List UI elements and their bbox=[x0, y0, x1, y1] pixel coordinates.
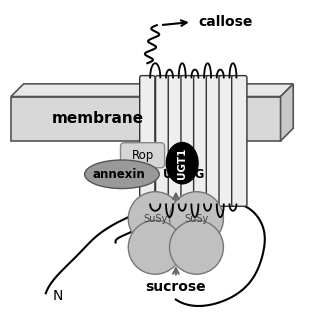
Ellipse shape bbox=[166, 142, 198, 184]
FancyBboxPatch shape bbox=[219, 76, 234, 206]
FancyBboxPatch shape bbox=[194, 76, 209, 206]
Text: SuSy: SuSy bbox=[184, 214, 209, 224]
Ellipse shape bbox=[85, 160, 159, 188]
Text: annexin: annexin bbox=[92, 168, 145, 181]
FancyBboxPatch shape bbox=[140, 76, 155, 206]
Text: Rop: Rop bbox=[132, 149, 154, 162]
Circle shape bbox=[128, 220, 182, 274]
Text: callose: callose bbox=[198, 15, 252, 29]
Text: sucrose: sucrose bbox=[146, 280, 206, 294]
FancyBboxPatch shape bbox=[168, 76, 183, 206]
Polygon shape bbox=[281, 84, 293, 141]
Text: N: N bbox=[52, 289, 62, 303]
Circle shape bbox=[128, 192, 182, 246]
Text: membrane: membrane bbox=[52, 111, 144, 126]
FancyBboxPatch shape bbox=[206, 76, 221, 206]
Text: UDP-G: UDP-G bbox=[163, 168, 205, 181]
Text: UGT1: UGT1 bbox=[177, 148, 187, 179]
Polygon shape bbox=[11, 97, 281, 141]
Circle shape bbox=[170, 192, 223, 246]
FancyBboxPatch shape bbox=[232, 76, 247, 206]
FancyBboxPatch shape bbox=[121, 143, 164, 168]
FancyBboxPatch shape bbox=[156, 76, 171, 206]
FancyBboxPatch shape bbox=[181, 76, 196, 206]
Polygon shape bbox=[11, 84, 293, 97]
Circle shape bbox=[170, 220, 223, 274]
Text: SuSy: SuSy bbox=[143, 214, 167, 224]
